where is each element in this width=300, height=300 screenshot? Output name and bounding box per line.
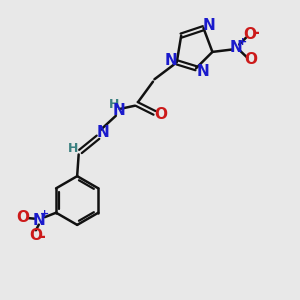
Text: O: O (244, 52, 258, 67)
Text: -: - (252, 24, 259, 42)
Text: N: N (32, 213, 45, 228)
Text: N: N (113, 103, 126, 118)
Text: H: H (109, 98, 119, 111)
Text: +: + (40, 209, 49, 219)
Text: N: N (230, 40, 243, 55)
Text: -: - (38, 228, 45, 246)
Text: O: O (154, 107, 167, 122)
Text: N: N (97, 125, 110, 140)
Text: O: O (243, 27, 256, 42)
Text: +: + (238, 37, 247, 46)
Text: H: H (68, 142, 78, 155)
Text: N: N (196, 64, 209, 79)
Text: O: O (29, 228, 42, 243)
Text: N: N (164, 53, 177, 68)
Text: N: N (203, 18, 216, 33)
Text: O: O (16, 210, 29, 225)
